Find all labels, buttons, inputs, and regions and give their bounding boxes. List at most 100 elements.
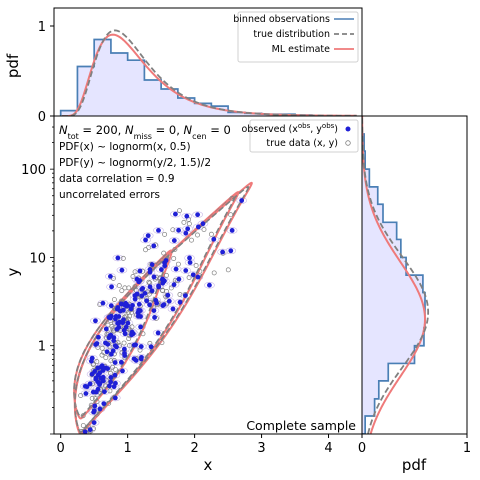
legend-ml-estimate-label: ML estimate	[272, 44, 330, 55]
observed-data-point	[171, 282, 177, 288]
observed-data-point	[151, 243, 157, 249]
right-histogram-steps	[362, 133, 426, 434]
observed-data-point	[108, 379, 114, 385]
true-data-point	[106, 400, 112, 406]
observed-data-point	[100, 374, 106, 380]
true-data-point	[175, 261, 181, 267]
error-ellipse	[163, 297, 175, 305]
legend-observed-label: observed (xobs, yobs)	[241, 122, 338, 135]
observed-data-point	[115, 320, 121, 326]
error-ellipse	[193, 223, 204, 231]
legend-true-data-label: true data (x, y)	[266, 138, 338, 149]
legend-observed-sup-x: obs	[298, 122, 311, 130]
error-ellipse	[170, 210, 181, 218]
observed-data-point	[99, 363, 105, 369]
observed-data-point	[207, 282, 212, 288]
top-legend-box	[237, 11, 359, 63]
error-ellipse	[81, 383, 93, 390]
true-contour-2	[74, 186, 250, 433]
true-data-point	[126, 285, 132, 291]
observed-data-point	[135, 313, 141, 319]
true-data-point	[146, 279, 152, 285]
observed-data-point	[112, 343, 118, 349]
observed-data-point	[103, 326, 109, 332]
legend-true-data-marker	[345, 140, 351, 146]
error-ellipse	[139, 290, 151, 297]
observed-data-point	[159, 267, 164, 272]
n-tot-symbol: N	[59, 123, 68, 137]
observed-data-point	[195, 274, 201, 280]
observed-data-point	[138, 344, 144, 349]
observed-data-point	[113, 314, 119, 319]
true-data-point	[80, 413, 86, 419]
observed-data-point	[121, 317, 126, 323]
observed-data-point	[89, 371, 95, 377]
error-ellipse	[106, 283, 117, 291]
error-ellipse	[90, 317, 101, 325]
observed-data-point	[142, 290, 148, 296]
observed-data-point	[120, 368, 125, 374]
true-data-point	[172, 246, 178, 252]
observed-data-point	[148, 344, 154, 350]
observed-data-point	[108, 375, 114, 380]
observed-data-point	[211, 236, 217, 242]
legend-observed-mid: , y	[310, 124, 322, 135]
observed-data-point	[173, 266, 179, 272]
annotation-pdf-x: PDF(x) ~ lognorm(x, 0.5)	[59, 141, 191, 153]
observed-data-point	[137, 268, 143, 274]
observed-data-point	[187, 260, 193, 265]
observed-data-point	[108, 303, 114, 309]
true-data-point	[170, 227, 176, 233]
observed-data-point	[119, 267, 125, 273]
observed-data-point	[136, 279, 142, 285]
observed-data-point	[83, 391, 89, 396]
observed-data-point	[147, 302, 152, 308]
observed-data-point	[190, 272, 196, 278]
observed-data-point	[97, 382, 102, 387]
error-ellipse	[116, 266, 128, 274]
top-ml-estimate-curve	[62, 33, 357, 116]
error-ellipse	[192, 211, 203, 218]
observed-data-point	[128, 306, 134, 312]
observed-data-point	[105, 366, 111, 371]
true-data-point	[211, 270, 217, 276]
observed-data-point	[140, 286, 146, 291]
observed-data-point	[93, 375, 99, 381]
observed-data-point	[151, 274, 157, 280]
observed-data-point	[112, 395, 118, 401]
annotation-errors: uncorrelated errors	[59, 189, 160, 201]
right-x-tick-label: 1	[463, 441, 471, 456]
right-marginal-x-label: pdf	[402, 456, 427, 474]
observed-data-point	[166, 298, 172, 304]
annotation-correlation: data correlation = 0.9	[59, 173, 175, 185]
observed-data-point	[184, 213, 190, 219]
true-data-point	[177, 292, 183, 297]
observed-data-point	[112, 372, 118, 378]
top-y-tick-label: 0	[38, 110, 46, 125]
true-data-point	[109, 324, 115, 329]
observed-data-point	[171, 238, 177, 243]
true-data-point	[108, 358, 114, 364]
error-ellipse	[105, 273, 116, 280]
observed-data-point	[195, 212, 201, 218]
observed-data-point	[104, 349, 110, 355]
main-x-tick-label: 4	[324, 441, 332, 456]
main-y-tick-label: 100	[21, 163, 46, 178]
observed-data-point	[114, 326, 120, 332]
true-data-point	[189, 237, 194, 243]
observed-data-point	[136, 301, 142, 307]
observed-data-point	[131, 342, 137, 348]
legend-observed-prefix: observed (x	[241, 124, 298, 135]
main-x-tick-label: 1	[124, 441, 132, 456]
observed-data-point	[143, 237, 148, 243]
true-data-point	[89, 395, 95, 401]
main-x-tick-label: 0	[57, 441, 65, 456]
top-marginal-y-label: pdf	[4, 53, 22, 78]
observed-data-point	[101, 401, 107, 407]
observed-data-point	[149, 262, 155, 267]
error-ellipse	[169, 237, 180, 244]
observed-data-point	[176, 276, 182, 282]
true-data-point	[171, 256, 177, 261]
